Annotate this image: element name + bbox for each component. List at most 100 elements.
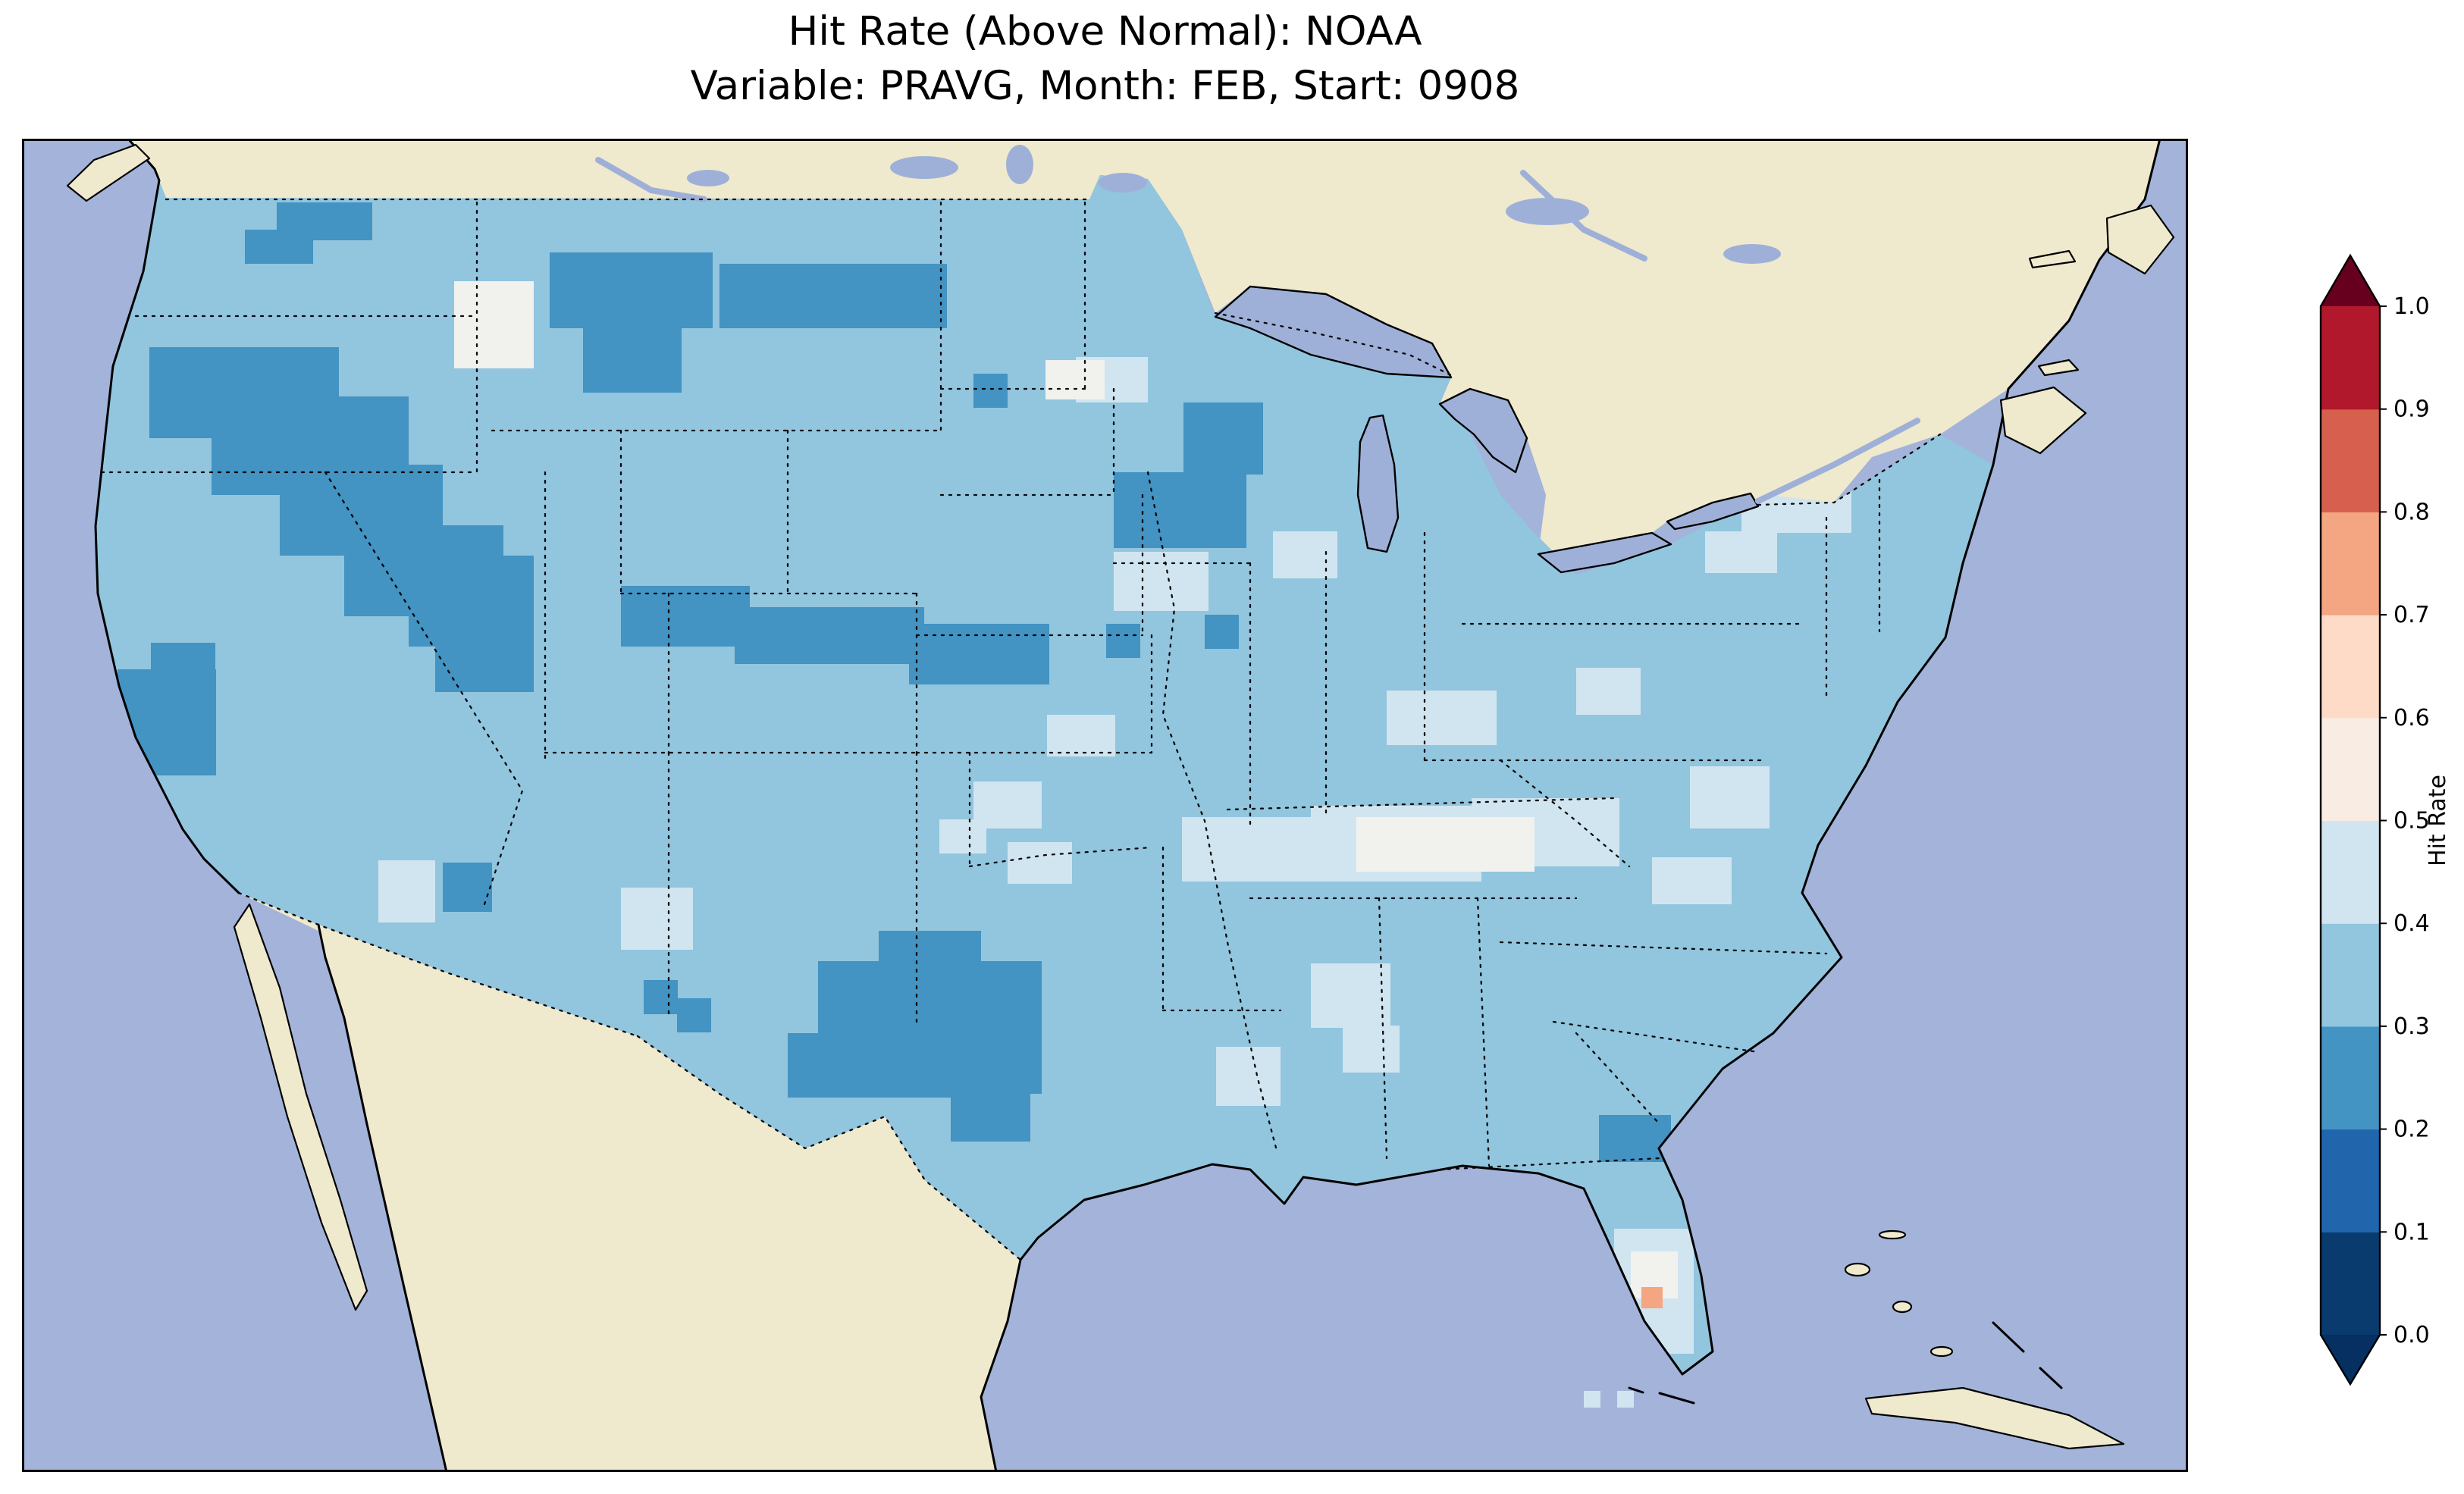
hit-rate-cell-0.2-0.3 bbox=[735, 607, 924, 664]
colorbar-arrow-low bbox=[2321, 1335, 2380, 1384]
hit-rate-cell-0.2-0.3 bbox=[1205, 615, 1239, 649]
hit-rate-cell-0.4-0.5 bbox=[1690, 766, 1770, 828]
hit-rate-cell-0.4-0.5 bbox=[1705, 531, 1777, 573]
colorbar-bin bbox=[2321, 1129, 2380, 1232]
vancouver-island bbox=[66, 143, 151, 202]
hit-rate-cell-0.2-0.3 bbox=[1183, 402, 1263, 475]
hit-rate-cell-0.4-0.5 bbox=[1273, 531, 1337, 578]
hit-rate-cell-0.2-0.3 bbox=[245, 230, 313, 264]
lake-superior bbox=[1214, 285, 1453, 379]
hit-rate-cell-0.4-0.5 bbox=[621, 888, 693, 950]
colorbar-bin bbox=[2321, 306, 2380, 410]
islands bbox=[66, 143, 2175, 1450]
hit-rate-cell-0.4-0.5 bbox=[1216, 1047, 1281, 1106]
mexico-gulf-coastline bbox=[980, 1258, 1022, 1472]
colorbar-tick-label: 0.7 bbox=[2393, 602, 2430, 628]
cuba bbox=[1864, 1386, 2125, 1450]
hit-rate-cell-0.4-0.5 bbox=[1114, 552, 1208, 611]
hit-rate-cell-0.2-0.3 bbox=[788, 1033, 951, 1098]
hit-rate-cell-0.2-0.3 bbox=[951, 1092, 1030, 1142]
colorbar-bin bbox=[2321, 409, 2380, 512]
mexico-pacific-coastline bbox=[317, 923, 448, 1472]
anticosti-island bbox=[2028, 249, 2077, 269]
coastlines bbox=[94, 139, 2161, 1472]
prince-edward-island bbox=[2037, 359, 2080, 377]
pacific-coastline bbox=[94, 139, 240, 894]
canada-lake bbox=[687, 170, 729, 186]
colorbar-bin bbox=[2321, 717, 2380, 822]
colorbar-bin bbox=[2321, 1026, 2380, 1130]
us-hit-rate-field bbox=[96, 175, 1993, 1374]
canada-lakes-rivers bbox=[595, 145, 1920, 504]
us-mexico-border bbox=[237, 891, 1022, 1261]
colorbar-arrow-high bbox=[2321, 255, 2380, 306]
bahamas-island bbox=[1892, 1300, 1913, 1314]
figure-title: Hit Rate (Above Normal): NOAA Variable: … bbox=[22, 5, 2188, 114]
colorbar-bin bbox=[2321, 615, 2380, 719]
colorbar-axis-label: Hit Rate bbox=[2425, 775, 2451, 866]
hit-rate-cell-0.2-0.3 bbox=[1106, 624, 1140, 658]
hit-rate-cell-0.2-0.3 bbox=[879, 931, 981, 976]
lake-ontario bbox=[1666, 492, 1760, 531]
canada-river bbox=[1520, 170, 1647, 262]
hit-rate-cell-0.4-0.5 bbox=[1343, 1026, 1400, 1073]
hit-rate-cell-0.4-0.5 bbox=[1008, 842, 1072, 884]
hit-rate-cell-0.2-0.3 bbox=[677, 998, 711, 1032]
colorbar-bin bbox=[2321, 820, 2380, 924]
colorbar-tick-label: 0.6 bbox=[2393, 705, 2430, 731]
bahamas-arc bbox=[1992, 1321, 2063, 1389]
nova-scotia bbox=[1999, 386, 2087, 455]
hit-rate-cell-0.5-0.6 bbox=[1045, 360, 1105, 399]
baja-california bbox=[233, 903, 368, 1311]
canada-lake bbox=[1723, 244, 1781, 264]
bahamas-island bbox=[1844, 1262, 1871, 1277]
canada-lake bbox=[1099, 173, 1147, 193]
newfoundland bbox=[2105, 204, 2175, 275]
hit-rate-cell-0.2-0.3 bbox=[1114, 472, 1246, 548]
hit-rate-cells-layer bbox=[118, 202, 1851, 1354]
hit-rate-cell-0.4-0.5 bbox=[1311, 963, 1390, 1028]
colorbar: 0.0 0.1 0.2 0.3 0.4 0.5 0.6 0.7 0.8 0.9 1.0 Hit Rat… bbox=[2319, 253, 2451, 1386]
florida-keys bbox=[1628, 1386, 1695, 1405]
hit-rate-cell-0.2-0.3 bbox=[621, 586, 750, 647]
canada-lake bbox=[890, 156, 958, 179]
colorbar-tick-label: 0.2 bbox=[2393, 1117, 2430, 1143]
state-borders bbox=[100, 201, 1881, 1171]
hit-rate-cell-0.5-0.6 bbox=[1356, 817, 1535, 872]
canada-lake bbox=[1006, 145, 1033, 184]
st-lawrence-river bbox=[1755, 418, 1920, 504]
atlantic-gulf-coastline bbox=[1019, 139, 2161, 1376]
hit-rate-cell-0.4-0.5 bbox=[1652, 857, 1732, 904]
hit-rate-cell-0.2-0.3 bbox=[644, 980, 678, 1014]
hit-rate-cell-0.2-0.3 bbox=[151, 643, 215, 707]
colorbar-bin bbox=[2321, 1232, 2380, 1336]
map-axes bbox=[22, 139, 2188, 1472]
lake-erie bbox=[1537, 531, 1672, 574]
lake-huron bbox=[1438, 387, 1528, 474]
bahamas-island bbox=[1878, 1229, 1907, 1240]
hit-rate-cell-0.2-0.3 bbox=[719, 264, 947, 328]
hit-rate-cell-0.4-0.5 bbox=[1182, 817, 1322, 882]
hit-rate-cell-0.2-0.3 bbox=[973, 374, 1008, 408]
hit-rate-cell-0.2-0.3 bbox=[909, 624, 1049, 684]
hit-rate-cell-0.6-0.7 bbox=[1641, 1287, 1663, 1308]
colorbar-tick-label: 0.9 bbox=[2393, 396, 2430, 423]
us-canada-border bbox=[165, 198, 1942, 506]
canada-landmass bbox=[128, 139, 2160, 554]
hit-rate-cell-0.4-0.5 bbox=[1047, 715, 1115, 756]
figure-title-line2: Variable: PRAVG, Month: FEB, Start: 0908 bbox=[690, 63, 1520, 109]
offshore-cell bbox=[1584, 1391, 1600, 1408]
hit-rate-cell-0.2-0.3 bbox=[435, 616, 534, 692]
colorbar-tick-label: 0.0 bbox=[2393, 1322, 2430, 1348]
hit-rate-cell-0.4-0.5 bbox=[1576, 668, 1641, 715]
colorbar-bin bbox=[2321, 512, 2380, 615]
offshore-cell bbox=[1617, 1391, 1634, 1408]
hit-rate-cell-0.2-0.3 bbox=[1599, 1115, 1671, 1162]
colorbar-tick-label: 1.0 bbox=[2393, 293, 2430, 320]
bahamas-island bbox=[1930, 1345, 1954, 1358]
colorbar-tick-label: 0.5 bbox=[2393, 808, 2430, 835]
axes-frame bbox=[22, 139, 2188, 1472]
great-lakes bbox=[1214, 285, 1760, 574]
hit-rate-cell-0.5-0.6 bbox=[454, 281, 534, 368]
hit-rate-cell-0.4-0.5 bbox=[1387, 691, 1497, 745]
